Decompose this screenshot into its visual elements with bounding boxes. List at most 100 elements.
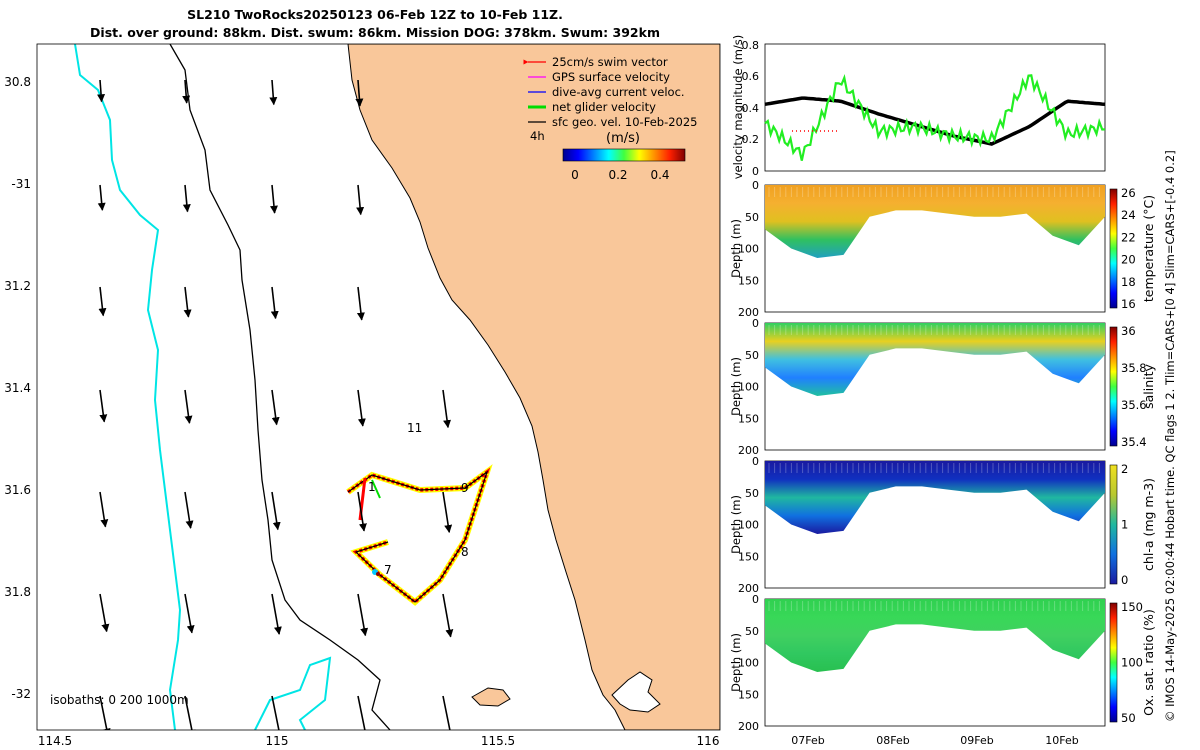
geo-vector [442, 695, 451, 730]
colorbar-tick: 0 [571, 168, 579, 182]
colorbar-tick: 0.2 [608, 168, 627, 182]
map-title-line2: Dist. over ground: 88km. Dist. swum: 86k… [90, 25, 660, 40]
island [471, 687, 511, 707]
geo-vector [97, 79, 106, 103]
geo-vector [99, 695, 111, 730]
geo-vector [271, 593, 282, 635]
legend-label: GPS surface velocity [552, 70, 670, 84]
track-map: 11 9 8 7 1 114.5 115 115.5 116 30.8 -31 … [4, 43, 721, 748]
geo-vector [184, 695, 196, 730]
salinity-colorbar [1109, 326, 1118, 447]
legend-label: net glider velocity [552, 100, 656, 114]
colorbar-tick: 36 [1121, 324, 1136, 338]
geo-vector [99, 593, 110, 633]
isobath-1000m-2 [254, 656, 332, 730]
oxygen-label: Ox. sat. ratio (%) [1141, 609, 1156, 716]
geo-vector [98, 286, 107, 317]
colorbar-tick: 150 [1121, 600, 1143, 614]
map-title-line1: SL210 TwoRocks20250123 06-Feb 12Z to 10-… [187, 7, 563, 22]
geo-vector [183, 286, 192, 318]
speed-colorbar [562, 148, 686, 162]
interval-label: 4h [530, 129, 545, 143]
vel-ytick: 0.2 [742, 133, 760, 146]
depth-tick: 0 [752, 317, 759, 330]
geo-vector [184, 593, 195, 634]
geo-vector [356, 286, 365, 321]
depth-tick: 150 [738, 412, 759, 425]
geo-vector [271, 695, 280, 730]
temperature-label: temperature (°C) [1141, 195, 1156, 302]
geo-vector [97, 184, 106, 211]
temperature-field [765, 185, 1105, 258]
salinity-section: 0 50 100 150 200 Depth (m) 35.4 35.6 35.8 36 salin… [729, 317, 1156, 457]
colorbar-tick: 18 [1121, 275, 1136, 289]
lat-tick: 31.2 [4, 279, 31, 293]
depth-label: Depth (m) [729, 495, 743, 554]
geo-vector [442, 491, 453, 533]
day-label: 7 [384, 563, 392, 577]
colorbar-tick: 26 [1121, 186, 1136, 200]
glider-speed-line [764, 74, 1106, 161]
geo-vector [271, 389, 280, 426]
geo-vector [357, 491, 367, 532]
colorbar-tick: 0.4 [650, 168, 669, 182]
geo-vector [357, 695, 366, 730]
depth-tick: 0 [752, 593, 759, 606]
colorbar-title: (m/s) [606, 131, 640, 146]
geo-vector [184, 491, 194, 529]
velocity-panel: 0 0.2 0.4 0.6 0.8 velocity magnitude (m/… [731, 35, 1106, 179]
date-tick: 07Feb [791, 734, 824, 747]
depth-tick: 100 [738, 657, 759, 670]
isobaths-label: isobaths: 0 200 1000m [50, 693, 189, 707]
geostrophic-vectors [97, 79, 454, 730]
lon-tick: 116 [697, 734, 720, 748]
geo-vector [269, 184, 278, 214]
colorbar-tick: 100 [1121, 656, 1143, 670]
lat-tick: 31.6 [4, 483, 31, 497]
lat-tick: 31.4 [4, 381, 31, 395]
lon-tick: 115.5 [481, 734, 515, 748]
depth-tick: 150 [738, 274, 759, 287]
colorbar-tick: 20 [1121, 253, 1136, 267]
depth-tick: 50 [745, 349, 759, 362]
colorbar-tick: 35.4 [1121, 435, 1147, 449]
depth-tick: 200 [738, 582, 759, 595]
day-label: 11 [407, 421, 422, 435]
vel-ytick: 0.4 [742, 102, 760, 115]
date-tick: 10Feb [1045, 734, 1078, 747]
depth-tick: 0 [752, 455, 759, 468]
depth-tick: 150 [738, 688, 759, 701]
depth-tick: 200 [738, 306, 759, 319]
chla-field [765, 461, 1105, 534]
legend-label: sfc geo. vel. 10-Feb-2025 [552, 115, 698, 129]
depth-tick: 200 [738, 720, 759, 733]
colorbar-tick: 0 [1121, 573, 1128, 587]
estuary [611, 671, 661, 713]
geo-vector [182, 184, 191, 213]
chla-label: chl-a (mg m-3) [1141, 478, 1156, 571]
geo-vector [442, 389, 452, 429]
depth-label: Depth (m) [729, 633, 743, 692]
colorbar-tick: 35.8 [1121, 361, 1147, 375]
lat-tick: 31.8 [4, 585, 31, 599]
depth-tick: 100 [738, 381, 759, 394]
colorbar-tick: 50 [1121, 711, 1136, 725]
date-tick: 09Feb [960, 734, 993, 747]
lat-tick: -31 [11, 177, 31, 191]
oxygen-colorbar [1109, 602, 1118, 723]
temperature-colorbar [1109, 188, 1118, 309]
temperature-section: 0 50 100 150 200 Depth (m) 16 18 20 22 24 26 tempera… [729, 179, 1156, 319]
geo-vector [184, 389, 193, 424]
map-legend: 25cm/s swim vector GPS surface velocity … [523, 55, 698, 182]
attribution-note: © IMOS 14-May-2025 02:00:44 Hobart time.… [1163, 150, 1177, 722]
salinity-label: salinity [1141, 363, 1156, 408]
geo-vector [442, 593, 454, 638]
depth-tick: 50 [745, 625, 759, 638]
depth-label: Depth (m) [729, 357, 743, 416]
geo-vector [357, 389, 366, 427]
lon-tick: 115 [266, 734, 289, 748]
depth-tick: 50 [745, 211, 759, 224]
lat-tick: -32 [11, 687, 31, 701]
oxygen-field [765, 599, 1105, 672]
geo-vector [355, 79, 364, 107]
